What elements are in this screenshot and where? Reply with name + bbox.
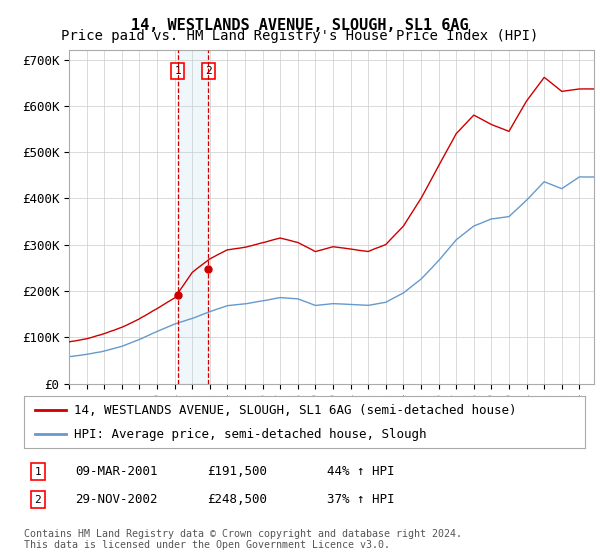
Text: 14, WESTLANDS AVENUE, SLOUGH, SL1 6AG: 14, WESTLANDS AVENUE, SLOUGH, SL1 6AG [131, 18, 469, 33]
Text: £191,500: £191,500 [207, 465, 267, 478]
Text: Contains HM Land Registry data © Crown copyright and database right 2024.
This d: Contains HM Land Registry data © Crown c… [24, 529, 462, 550]
Text: Price paid vs. HM Land Registry's House Price Index (HPI): Price paid vs. HM Land Registry's House … [61, 29, 539, 43]
Text: 1: 1 [175, 66, 181, 76]
Text: 14, WESTLANDS AVENUE, SLOUGH, SL1 6AG (semi-detached house): 14, WESTLANDS AVENUE, SLOUGH, SL1 6AG (s… [74, 404, 517, 417]
Text: 44% ↑ HPI: 44% ↑ HPI [327, 465, 395, 478]
Text: £248,500: £248,500 [207, 493, 267, 506]
Text: 2: 2 [205, 66, 212, 76]
Text: 37% ↑ HPI: 37% ↑ HPI [327, 493, 395, 506]
Text: 1: 1 [34, 466, 41, 477]
Text: 29-NOV-2002: 29-NOV-2002 [75, 493, 157, 506]
Text: HPI: Average price, semi-detached house, Slough: HPI: Average price, semi-detached house,… [74, 428, 427, 441]
Text: 09-MAR-2001: 09-MAR-2001 [75, 465, 157, 478]
Bar [178, 50, 208, 384]
Text: 2: 2 [34, 494, 41, 505]
